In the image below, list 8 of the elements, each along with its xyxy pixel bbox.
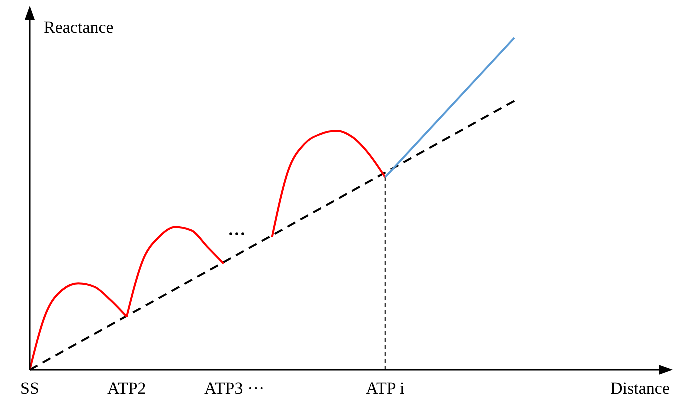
x-tick-label: ATP2 [108,379,146,398]
x-axis-title: Distance [610,379,670,398]
x-tick-label: ATP i [366,379,405,398]
x-tick-label: ··· [248,379,265,398]
x-tick-label: ATP3 [204,379,244,398]
annotation: ··· [228,224,246,244]
y-axis-title: Reactance [44,18,114,37]
x-tick-label: SS [20,379,40,398]
